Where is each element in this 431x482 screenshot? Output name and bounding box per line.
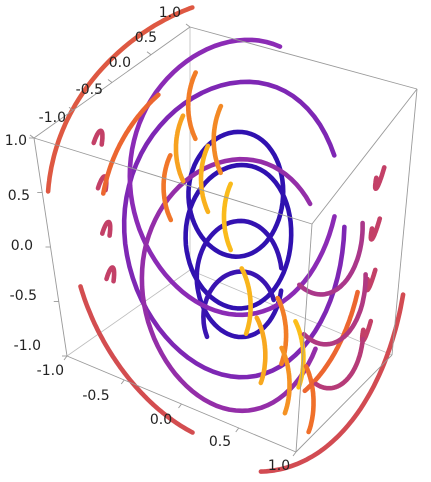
x-tick-label: 0.5 [209, 434, 231, 450]
streamline [127, 37, 337, 318]
streamline [372, 165, 387, 191]
x-tick-label: 1.0 [268, 458, 290, 474]
streamline [258, 292, 406, 474]
streamline [121, 79, 347, 380]
streamline [303, 364, 316, 435]
streamline [91, 128, 105, 147]
streamline [221, 181, 233, 253]
x-axis-tick-labels: -1.0 -0.5 0.0 0.5 1.0 [37, 363, 290, 474]
streamline [194, 218, 284, 340]
x-tick-mark [235, 427, 240, 433]
y-tick-mark [185, 23, 191, 28]
box-edge [311, 88, 418, 225]
y-tick-label: -1.0 [39, 110, 66, 126]
z-tick-label: -0.5 [10, 288, 37, 304]
x-tick-label: 0.0 [150, 412, 172, 428]
streamline [139, 156, 318, 414]
bounding-box-back-edges [66, 27, 393, 357]
x-tick-mark [292, 451, 297, 457]
y-tick-mark [107, 79, 113, 83]
box-edge [391, 88, 418, 356]
z-tick-label: 0.0 [11, 238, 33, 254]
y-tick-mark [29, 134, 35, 139]
streamline [104, 265, 117, 284]
streamline [368, 216, 383, 242]
streamline [100, 219, 113, 238]
streamline [161, 153, 174, 223]
z-tick-label: -1.0 [14, 338, 41, 354]
streamline [254, 315, 268, 386]
streamline [201, 269, 276, 340]
streamline [302, 289, 360, 394]
streamline [297, 220, 365, 297]
z-tick-label: 0.5 [8, 188, 30, 204]
streamline [279, 345, 292, 416]
y-tick-label: 0.0 [109, 55, 131, 71]
y-tick-label: 0.5 [135, 30, 157, 46]
streamline [185, 70, 198, 142]
z-tick-label: 1.0 [5, 133, 27, 149]
x-tick-label: -1.0 [37, 363, 64, 379]
box-edge [33, 137, 313, 225]
streamline [173, 113, 186, 184]
streamline [211, 103, 224, 176]
streamline [45, 5, 195, 194]
streamlines [45, 5, 406, 474]
streamline [186, 129, 286, 259]
y-tick-mark [146, 51, 152, 56]
y-tick-label: 1.0 [159, 5, 181, 21]
x-tick-label: -0.5 [82, 388, 109, 404]
bounding-box-front-edges [33, 26, 418, 453]
streamline [78, 284, 195, 435]
box-edge [189, 26, 418, 90]
box-edge [295, 223, 313, 453]
x-tick-mark [178, 403, 182, 409]
streamline [198, 143, 211, 215]
box-edge-back [66, 269, 191, 357]
y-axis-tick-labels: 1.0 0.5 0.0 -0.5 -1.0 [39, 5, 181, 126]
x-tick-mark [63, 355, 68, 361]
x-tick-mark [120, 379, 125, 385]
y-tick-mark [68, 106, 74, 111]
streamline [101, 92, 161, 196]
streamline [239, 266, 253, 336]
box-edge [295, 354, 393, 453]
box-edge-back [189, 269, 393, 356]
y-tick-label: -0.5 [76, 82, 103, 98]
z-axis-tick-labels: 1.0 0.5 0.0 -0.5 -1.0 [5, 133, 41, 354]
streamline [313, 336, 366, 391]
streamline [301, 272, 368, 347]
axis-tick-marks [29, 23, 297, 457]
